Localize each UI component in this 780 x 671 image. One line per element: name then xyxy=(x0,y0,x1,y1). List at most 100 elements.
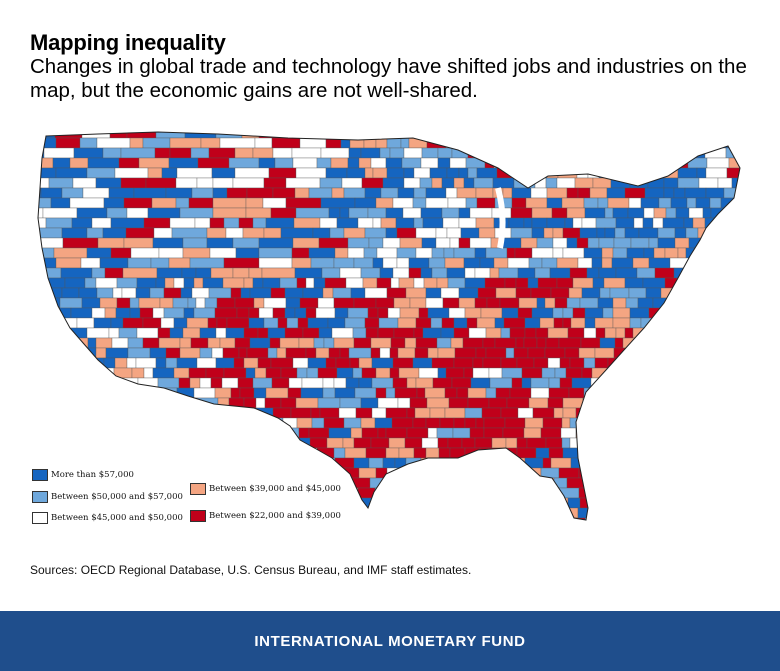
county-cell xyxy=(558,467,580,479)
county-cell xyxy=(401,157,422,169)
county-cell xyxy=(315,457,336,469)
county-cell xyxy=(45,217,73,229)
county-cell xyxy=(361,367,377,379)
county-cell xyxy=(649,497,659,509)
county-cell xyxy=(151,197,177,209)
county-cell xyxy=(464,417,477,429)
county-cell xyxy=(686,377,702,389)
county-cell xyxy=(85,407,109,419)
county-cell xyxy=(443,517,467,520)
county-cell xyxy=(643,477,662,489)
county-cell xyxy=(557,167,578,179)
county-cell xyxy=(577,187,591,199)
county-cell xyxy=(199,427,223,439)
county-cell xyxy=(444,257,465,269)
county-cell xyxy=(364,287,388,299)
county-cell xyxy=(106,207,128,219)
county-cell xyxy=(504,417,526,429)
county-cell xyxy=(461,137,475,149)
county-cell xyxy=(95,337,113,349)
county-cell xyxy=(717,177,733,189)
county-cell xyxy=(725,247,740,259)
county-cell xyxy=(436,427,454,439)
county-cell xyxy=(175,447,185,459)
county-cell xyxy=(486,297,501,309)
county-cell xyxy=(110,427,124,439)
legend-item-50000-57000: Between $50,000 and $57,000 xyxy=(32,491,183,503)
county-cell xyxy=(378,317,399,329)
county-cell xyxy=(270,207,297,219)
county-cell xyxy=(396,257,410,269)
county-cell xyxy=(79,137,98,149)
county-cell xyxy=(171,477,183,489)
county-cell xyxy=(249,337,271,349)
county-cell xyxy=(643,147,662,159)
county-cell xyxy=(663,407,686,419)
county-cell xyxy=(99,297,118,309)
county-cell xyxy=(712,407,736,419)
county-cell xyxy=(510,207,533,219)
county-cell xyxy=(605,427,617,439)
county-cell xyxy=(663,187,675,199)
county-cell xyxy=(262,277,281,289)
county-cell xyxy=(584,477,607,489)
county-cell xyxy=(107,407,123,419)
county-cell xyxy=(730,477,740,489)
county-cell xyxy=(637,437,660,449)
county-cell xyxy=(424,387,446,399)
county-cell xyxy=(397,187,415,199)
county-cell xyxy=(84,277,97,289)
county-cell xyxy=(194,217,211,229)
county-cell xyxy=(153,437,167,449)
county-cell xyxy=(567,327,585,339)
county-cell xyxy=(168,157,199,169)
county-cell xyxy=(566,207,586,219)
county-cell xyxy=(431,177,443,189)
county-cell xyxy=(294,307,307,319)
county-cell xyxy=(643,397,666,409)
county-cell xyxy=(440,327,455,339)
county-cell xyxy=(494,457,512,469)
county-cell xyxy=(643,357,660,369)
county-cell xyxy=(718,427,731,439)
county-cell xyxy=(393,507,405,519)
county-cell xyxy=(173,317,188,329)
county-cell xyxy=(588,447,610,459)
county-cell xyxy=(91,377,112,389)
county-cell xyxy=(383,477,395,489)
county-cell xyxy=(38,327,42,339)
county-cell xyxy=(613,347,633,359)
county-cell xyxy=(492,177,515,189)
county-cell xyxy=(653,247,666,259)
county-cell xyxy=(396,247,417,259)
county-cell xyxy=(376,247,398,259)
county-cell xyxy=(87,157,120,169)
county-cell xyxy=(258,247,293,259)
county-cell xyxy=(349,357,360,369)
county-cell xyxy=(681,507,701,519)
county-cell xyxy=(688,237,707,249)
county-cell xyxy=(413,517,430,520)
county-cell xyxy=(377,427,387,439)
county-cell xyxy=(662,217,685,229)
county-cell xyxy=(577,507,594,519)
county-cell xyxy=(371,357,394,369)
county-cell xyxy=(423,497,441,509)
county-cell xyxy=(140,407,162,419)
county-cell xyxy=(348,207,369,219)
county-cell xyxy=(498,267,519,279)
county-cell xyxy=(553,477,568,489)
county-cell xyxy=(154,397,168,409)
county-cell xyxy=(178,377,191,389)
county-cell xyxy=(348,147,362,159)
county-cell xyxy=(505,347,515,359)
county-cell xyxy=(347,237,370,249)
county-cell xyxy=(670,197,688,209)
county-cell xyxy=(245,367,256,379)
county-cell xyxy=(545,437,563,449)
county-cell xyxy=(634,337,652,349)
county-cell xyxy=(100,417,123,429)
county-cell xyxy=(316,157,332,169)
county-cell xyxy=(708,477,732,489)
county-cell xyxy=(747,328,750,338)
